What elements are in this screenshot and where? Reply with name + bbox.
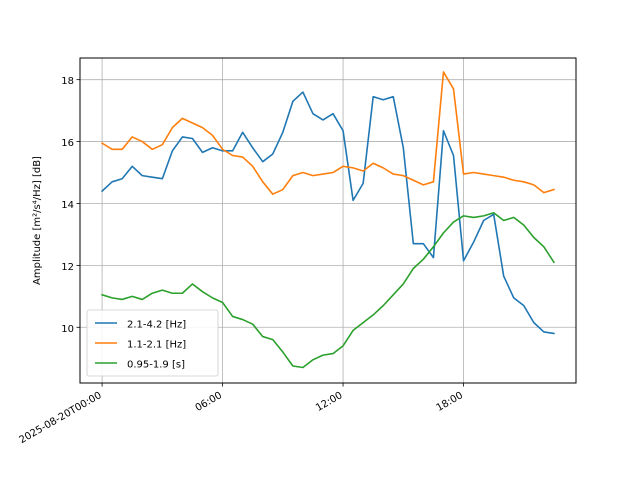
series-lines xyxy=(100,71,556,369)
legend[interactable]: 2.1-4.2 [Hz] 1.1-2.1 [Hz] 0.95-1.9 [s] xyxy=(86,309,219,377)
legend-label: 2.1-4.2 [Hz] xyxy=(127,320,186,331)
series-line-1-1-2-1-hz xyxy=(100,71,555,195)
y-tick-label: 16 xyxy=(61,138,74,149)
legend-label: 0.95-1.9 [s] xyxy=(127,360,185,371)
legend-box xyxy=(86,309,219,377)
plot-frame xyxy=(79,57,577,384)
series-line-0-95-1-9-s xyxy=(101,211,556,369)
y-axis-label-unit: [m²/s⁴/Hz] [dB] xyxy=(32,156,43,231)
y-tick-label: 10 xyxy=(61,324,74,335)
series-line-2-1-4-2-hz xyxy=(100,91,555,335)
legend-label: 1.1-2.1 [Hz] xyxy=(127,340,186,351)
y-axis-label-prefix: Amplitude xyxy=(32,231,43,285)
y-tick-label: 12 xyxy=(61,262,74,273)
y-tick-label: 14 xyxy=(61,200,74,211)
y-tick-label: 18 xyxy=(61,76,74,87)
y-axis-label: Amplitude [m²/s⁴/Hz] [dB] xyxy=(32,156,43,285)
